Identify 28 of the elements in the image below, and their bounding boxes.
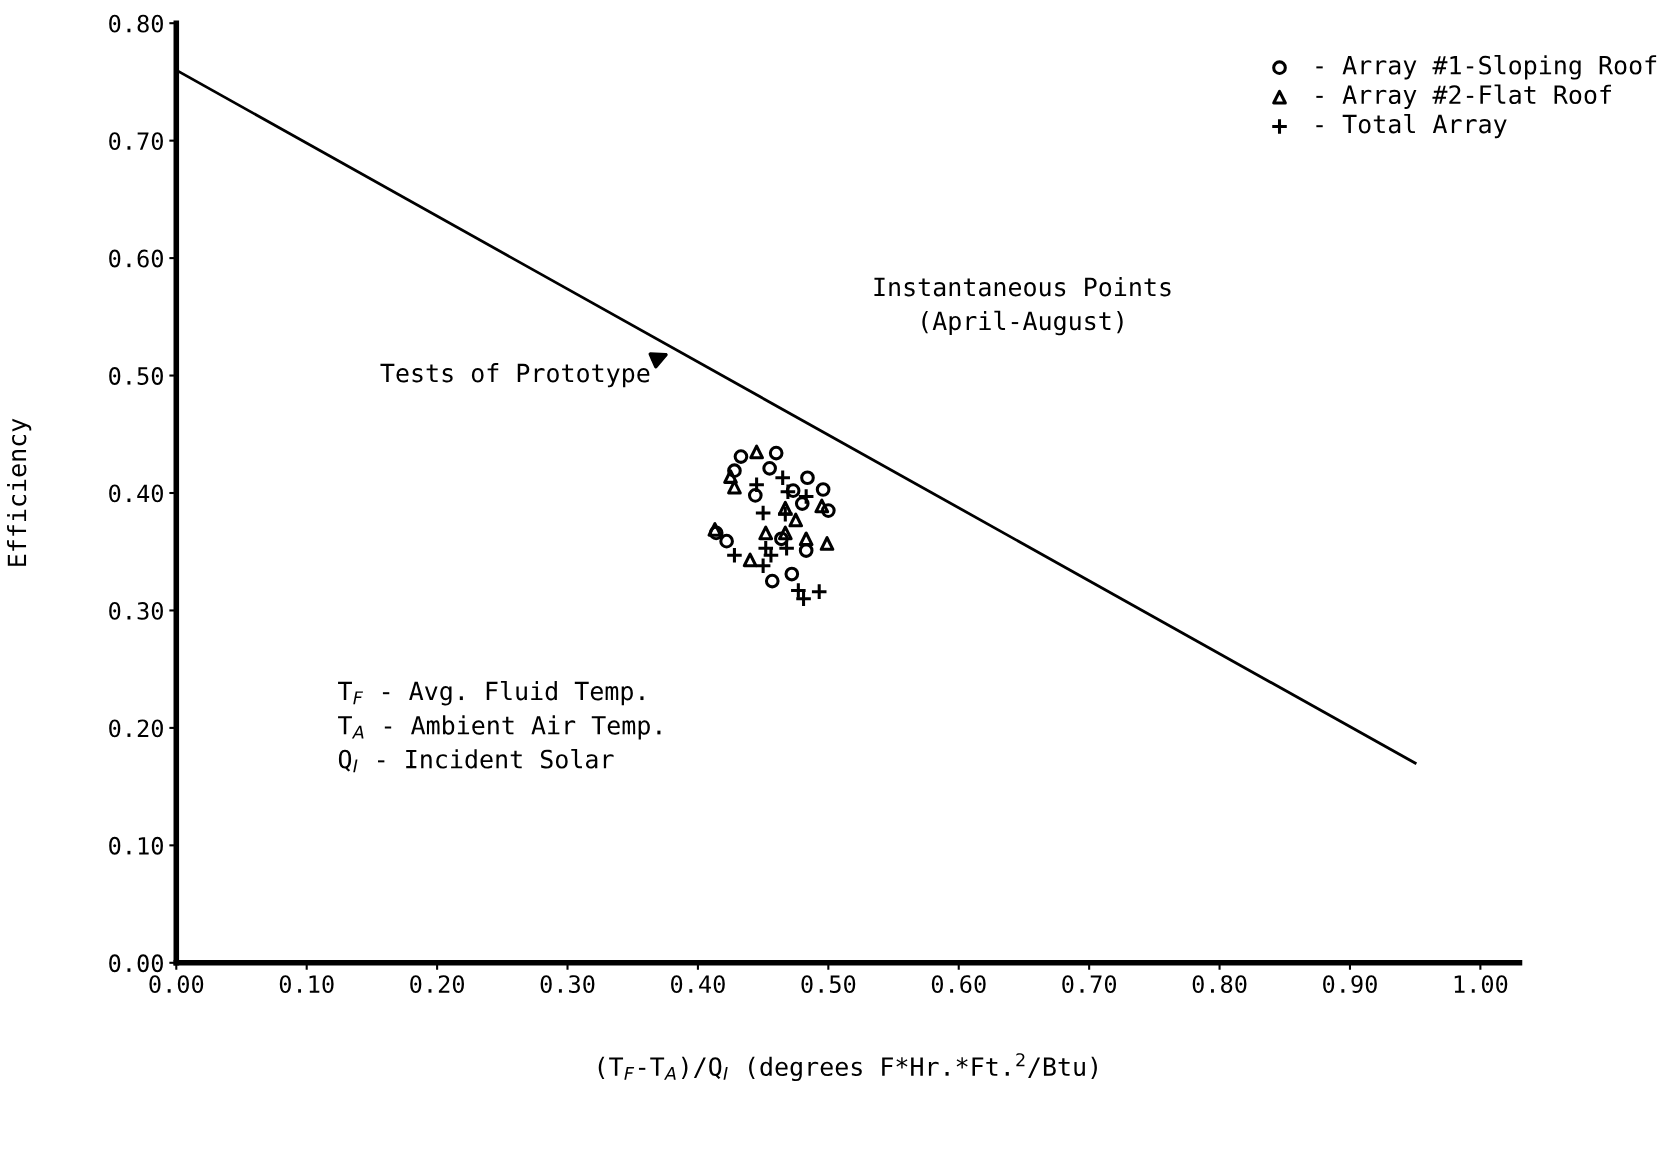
y-tick-label: 0.20 [109,719,163,738]
x-tick-label: 0.50 [801,975,856,994]
y-tick-label: 0.70 [109,132,163,151]
x-tick-label: 0.30 [540,975,595,994]
x-tick-label: 0.80 [1192,975,1247,994]
y-tick-label: 0.40 [109,484,163,503]
y-tick-label: 0.60 [109,249,163,268]
text: (T$_{F}$-T$_{A}$)/Q$_{I}$ (degrees F*Hr.*Ft.$^{2}$/Btu) [598,1053,1097,1082]
x-tick-label: 0.00 [149,975,204,994]
y-tick-label: 0.50 [109,367,163,385]
text: T$_{F}$ - Avg. Fluid Temp. T$_{A}$ - Ambient Air Temp. Q$_{I}$ - Incident Solar [338,680,661,773]
legend-label: - Total Array [1316,113,1507,139]
annotation: Instantaneous Points (April-August) [874,277,1171,336]
y-tick-label: 0.80 [109,14,163,33]
x-tick-label: 1.00 [1454,975,1508,994]
x-tick-label: 0.40 [671,975,725,994]
x-tick-label: 0.10 [279,975,334,994]
y-tick-label: 0.10 [109,836,163,855]
y-tick-label: 0.00 [109,954,163,973]
y-axis-title: Efficiency [7,418,32,566]
x-tick-label: 0.20 [410,975,465,994]
x-tick-label: 0.90 [1323,975,1377,994]
legend-label: - Array #1-Sloping Roof [1316,55,1657,80]
y-tick-label: 0.30 [109,601,163,620]
legend-label: - Array #2-Flat Roof [1316,84,1611,109]
x-tick-label: 0.70 [1062,975,1117,994]
x-tick-label: 0.60 [931,975,986,994]
annotation: Tests of Prototype [380,363,650,388]
